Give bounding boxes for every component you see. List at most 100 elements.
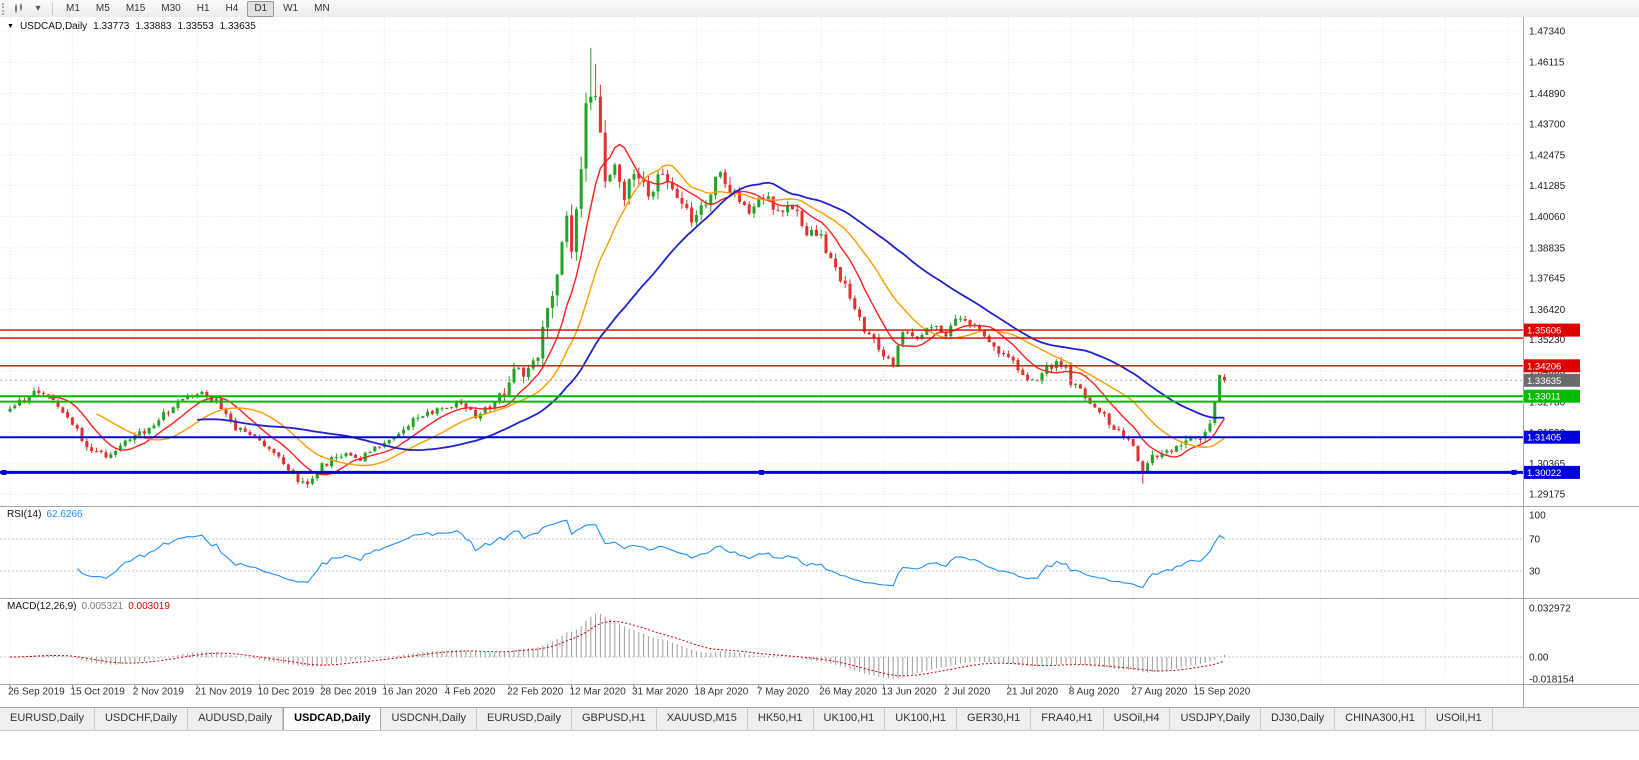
hline-handle[interactable]	[759, 469, 764, 475]
moving-averages	[48, 143, 1225, 476]
macd-name: MACD(12,26,9)	[7, 601, 77, 612]
symbol-tab-fra40-h1-12[interactable]: FRA40,H1	[1031, 708, 1104, 730]
timeframe-button-h4[interactable]: H4	[225, 2, 239, 14]
svg-text:30: 30	[1529, 567, 1541, 578]
svg-text:2 Jul 2020: 2 Jul 2020	[944, 687, 991, 698]
timeframe-button-mn[interactable]: MN	[314, 2, 330, 14]
symbol-tab-usdchf-daily-1[interactable]: USDCHF,Daily	[95, 708, 189, 730]
symbol-tab-usoil-h1-17[interactable]: USOil,H1	[1426, 708, 1493, 730]
svg-text:100: 100	[1529, 511, 1546, 522]
chart-area: 1.47340 1.46115 1.44890 1.43700 1.42475 1.412…	[0, 17, 1639, 707]
svg-text:21 Nov 2019: 21 Nov 2019	[195, 687, 252, 698]
svg-text:1.44890: 1.44890	[1529, 89, 1566, 100]
toolbar-grip[interactable]	[2, 2, 8, 15]
timeframe-button-m1[interactable]: M1	[66, 2, 80, 14]
symbol-tab-ger30-h1-11[interactable]: GER30,H1	[957, 708, 1032, 730]
svg-text:1.33635: 1.33635	[1527, 376, 1561, 387]
price-badge: 1.33011	[1524, 389, 1580, 403]
timeframe-toolbar: ▾ M1 M5 M15 M30 H1 H4 D1 W1 MN	[0, 0, 1639, 18]
price-badge: 1.35606	[1524, 323, 1580, 337]
hline-handle[interactable]	[1511, 469, 1517, 475]
symbol-tab-usdcnh-daily-4[interactable]: USDCNH,Daily	[381, 708, 478, 730]
timeframe-button-m5[interactable]: M5	[95, 2, 110, 14]
hline-handle[interactable]	[1, 469, 7, 475]
svg-text:13 Jun 2020: 13 Jun 2020	[882, 687, 937, 698]
symbol-tab-usoil-h4-13[interactable]: USOil,H4	[1104, 708, 1171, 730]
chart-type-icon[interactable]	[11, 1, 29, 16]
svg-text:1.40060: 1.40060	[1529, 212, 1566, 223]
dropdown-icon[interactable]: ▾	[35, 3, 41, 14]
macd-main-value: 0.005321	[81, 601, 124, 612]
svg-text:21 Jul 2020: 21 Jul 2020	[1006, 687, 1058, 698]
symbol-tab-usdjpy-daily-14[interactable]: USDJPY,Daily	[1170, 708, 1261, 730]
svg-text:10 Dec 2019: 10 Dec 2019	[258, 687, 315, 698]
symbol-tab-usdcad-daily-3[interactable]: USDCAD,Daily	[283, 708, 382, 730]
svg-text:1.36420: 1.36420	[1529, 305, 1566, 316]
timeframe-button-m30[interactable]: M30	[161, 2, 181, 14]
price-badge: 1.33635	[1524, 373, 1580, 387]
timeframe-buttons: M1 M5 M15 M30 H1 H4 D1 W1 MN	[58, 0, 338, 17]
svg-text:1.35230: 1.35230	[1529, 335, 1566, 346]
price-axis[interactable]: 1.47340 1.46115 1.44890 1.43700 1.42475 1.412…	[1524, 27, 1580, 686]
symbol-tab-eurusd-daily-0[interactable]: EURUSD,Daily	[0, 708, 95, 730]
symbol-tab-hk50-h1-8[interactable]: HK50,H1	[748, 708, 814, 730]
ma-line-19	[96, 164, 1225, 467]
macd-signal-value: 0.003019	[128, 601, 170, 612]
symbol-tabbar: EURUSD,Daily USDCHF,Daily AUDUSD,Daily USDC…	[0, 707, 1639, 731]
toolbar-separator	[52, 2, 53, 15]
svg-text:1.29175: 1.29175	[1529, 490, 1566, 501]
timeframe-button-d1[interactable]: D1	[247, 0, 275, 17]
svg-text:18 Apr 2020: 18 Apr 2020	[694, 687, 748, 698]
ohlc-open: 1.33773	[93, 21, 130, 32]
svg-text:1.30365: 1.30365	[1529, 459, 1566, 470]
svg-text:-0.018154: -0.018154	[1529, 675, 1574, 686]
svg-text:22 Feb 2020: 22 Feb 2020	[507, 687, 564, 698]
svg-text:0.032972: 0.032972	[1529, 604, 1571, 615]
svg-text:1.41285: 1.41285	[1529, 181, 1566, 192]
chart-symbol-period: USDCAD,Daily	[19, 21, 88, 32]
ohlc-high: 1.33883	[135, 21, 172, 32]
svg-text:15 Sep 2020: 15 Sep 2020	[1194, 687, 1251, 698]
svg-text:1.43700: 1.43700	[1529, 119, 1566, 130]
macd-indicator-label: MACD(12,26,9) 0.005321 0.003019	[7, 601, 170, 612]
rsi-name: RSI(14)	[7, 509, 42, 520]
symbol-tab-eurusd-daily-5[interactable]: EURUSD,Daily	[477, 708, 572, 730]
price-badge: 1.31405	[1524, 430, 1580, 444]
timeframe-button-h1[interactable]: H1	[196, 2, 210, 14]
svg-text:26 May 2020: 26 May 2020	[819, 687, 877, 698]
price-badge: 1.34206	[1524, 359, 1580, 373]
chart-canvas[interactable]: 1.47340 1.46115 1.44890 1.43700 1.42475 1.412…	[0, 17, 1639, 707]
svg-text:27 Aug 2020: 27 Aug 2020	[1131, 687, 1188, 698]
svg-text:15 Oct 2019: 15 Oct 2019	[70, 687, 125, 698]
symbol-tab-gbpusd-h1-6[interactable]: GBPUSD,H1	[572, 708, 657, 730]
time-axis[interactable]: 26 Sep 2019 15 Oct 2019 2 Nov 2019 21 Nov 2…	[8, 685, 1251, 698]
svg-text:26 Sep 2019: 26 Sep 2019	[8, 687, 65, 698]
rsi-series	[76, 519, 1225, 589]
timeframe-button-m15[interactable]: M15	[125, 2, 146, 14]
svg-text:1.38835: 1.38835	[1529, 243, 1566, 254]
symbol-tab-audusd-daily-2[interactable]: AUDUSD,Daily	[188, 708, 284, 730]
symbol-tab-china300-h1-16[interactable]: CHINA300,H1	[1335, 708, 1426, 730]
ma-line-40	[197, 181, 1225, 452]
symbol-tab-uk100-h1-9[interactable]: UK100,H1	[814, 708, 886, 730]
collapse-triangle-icon[interactable]: ▼	[7, 23, 14, 30]
symbol-tab-xauusd-m15-7[interactable]: XAUUSD,M15	[657, 708, 748, 730]
svg-text:70: 70	[1529, 535, 1541, 546]
svg-text:1.30022: 1.30022	[1527, 468, 1561, 479]
svg-text:1.37645: 1.37645	[1529, 274, 1566, 285]
timeframe-button-w1[interactable]: W1	[283, 2, 299, 14]
svg-text:28 Dec 2019: 28 Dec 2019	[320, 687, 377, 698]
price-badge: 1.30022	[1524, 465, 1580, 479]
ohlc-close: 1.33635	[219, 21, 256, 32]
rsi-current-value: 62.6266	[46, 509, 83, 520]
svg-text:1.32780: 1.32780	[1529, 398, 1566, 409]
symbol-tab-uk100-h1-10[interactable]: UK100,H1	[885, 708, 958, 730]
symbol-tab-dj30-daily-15[interactable]: DJ30,Daily	[1261, 708, 1336, 730]
svg-text:1.47340: 1.47340	[1529, 27, 1566, 38]
svg-text:7 May 2020: 7 May 2020	[757, 687, 810, 698]
svg-text:16 Jan 2020: 16 Jan 2020	[382, 687, 437, 698]
horizontal-lines	[0, 329, 1523, 475]
svg-text:8 Aug 2020: 8 Aug 2020	[1069, 687, 1120, 698]
ma-line-9	[48, 143, 1225, 476]
